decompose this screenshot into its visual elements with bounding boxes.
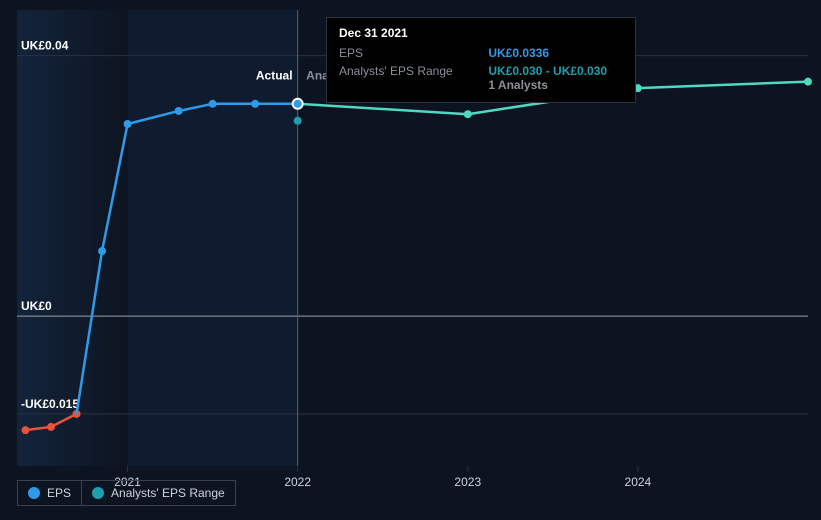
legend-label: EPS [47,486,71,500]
tooltip-table: EPSUK£0.0336Analysts' EPS RangeUK£0.030 … [339,44,623,94]
legend-item[interactable]: Analysts' EPS Range [82,480,236,506]
chart-tooltip: Dec 31 2021 EPSUK£0.0336Analysts' EPS Ra… [326,17,636,103]
svg-text:UK£0.04: UK£0.04 [21,39,69,53]
svg-text:-UK£0.015: -UK£0.015 [21,397,79,411]
svg-text:2024: 2024 [625,475,652,489]
tooltip-row-label: Analysts' EPS Range [339,62,488,94]
tooltip-row-value: UK£0.030 - UK£0.0301 Analysts [488,62,623,94]
tooltip-row-label: EPS [339,44,488,62]
legend-swatch [28,487,40,499]
tooltip-row-value: UK£0.0336 [488,44,623,62]
legend-label: Analysts' EPS Range [111,486,225,500]
svg-text:2022: 2022 [284,475,311,489]
tooltip-date: Dec 31 2021 [339,26,623,40]
svg-text:2023: 2023 [454,475,481,489]
legend-item[interactable]: EPS [17,480,82,506]
legend-swatch [92,487,104,499]
svg-text:Actual: Actual [256,69,293,83]
chart-legend: EPS Analysts' EPS Range [17,480,236,506]
eps-forecast-chart: UK£0.04UK£0-UK£0.0152021202220232024Actu… [0,0,821,520]
svg-text:UK£0: UK£0 [21,299,52,313]
